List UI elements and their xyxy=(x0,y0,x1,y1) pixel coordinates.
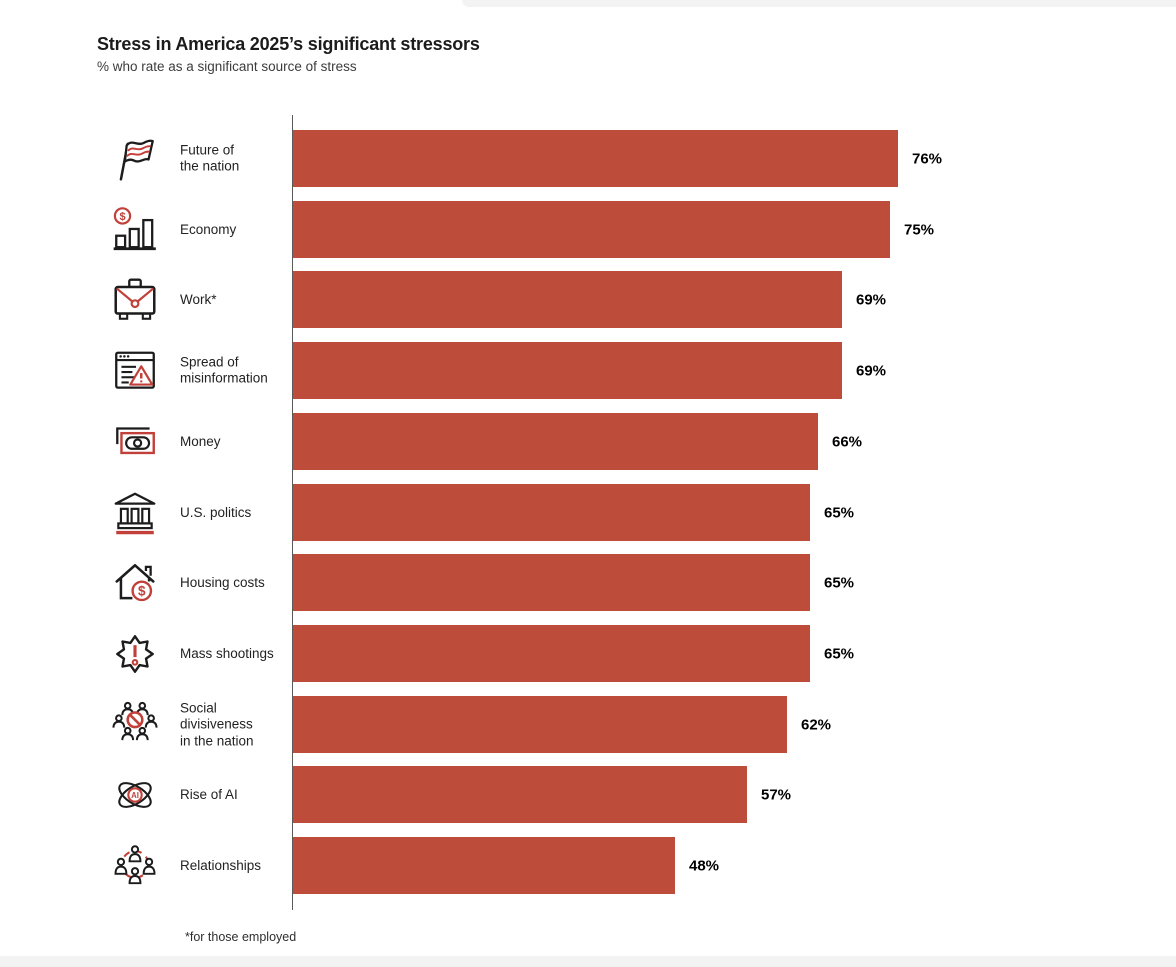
value-label: 62% xyxy=(801,716,832,733)
chart-row: Future of the nation 76% xyxy=(0,130,1176,187)
category-label: Mass shootings xyxy=(180,645,274,661)
category-icon-cell: $ xyxy=(109,557,161,609)
chart-row: Money 66% xyxy=(0,413,1176,470)
category-label: Rise of AI xyxy=(180,786,238,802)
category-label: Spread of misinformation xyxy=(180,354,268,386)
social-divisiveness-icon xyxy=(112,701,158,740)
value-label: 57% xyxy=(761,786,792,803)
category-icon-cell xyxy=(109,133,161,185)
government-icon xyxy=(114,492,156,534)
money-icon xyxy=(116,426,155,454)
category-label: Future of the nation xyxy=(180,142,240,174)
value-label: 66% xyxy=(832,433,863,450)
bar xyxy=(293,342,842,399)
bar xyxy=(293,696,787,753)
svg-text:$: $ xyxy=(119,210,125,222)
svg-text:$: $ xyxy=(138,583,146,598)
value-label: 69% xyxy=(856,362,887,379)
category-label: Work* xyxy=(180,291,217,307)
mass-shootings-icon xyxy=(116,634,154,673)
y-axis-line xyxy=(292,115,293,910)
bar-chart: Future of the nation 76% $ Economy 75% W… xyxy=(0,130,1176,895)
chart-row: Mass shootings 65% xyxy=(0,625,1176,682)
top-edge-artifact xyxy=(462,0,1176,7)
bar xyxy=(293,413,818,470)
chart-row: U.S. politics 65% xyxy=(0,484,1176,541)
value-label: 65% xyxy=(824,645,855,662)
relationships-icon xyxy=(114,844,156,884)
value-label: 76% xyxy=(912,150,943,167)
category-icon-cell: $ xyxy=(109,204,161,256)
misinformation-icon xyxy=(115,351,155,389)
bar xyxy=(293,130,898,187)
briefcase-icon xyxy=(114,278,156,320)
chart-row: $ Housing costs 65% xyxy=(0,554,1176,611)
chart-title: Stress in America 2025’s significant str… xyxy=(97,34,480,54)
value-label: 65% xyxy=(824,574,855,591)
chart-row: Work* 69% xyxy=(0,271,1176,328)
category-icon-cell xyxy=(109,699,161,751)
housing-icon: $ xyxy=(115,563,155,601)
flag-icon xyxy=(119,139,154,181)
category-icon-cell xyxy=(109,274,161,326)
chart-row: Relationships 48% xyxy=(0,837,1176,894)
chart-row: AI Rise of AI 57% xyxy=(0,766,1176,823)
value-label: 75% xyxy=(904,221,935,238)
chart-footnote: *for those employed xyxy=(185,930,297,944)
value-label: 48% xyxy=(689,857,720,874)
bar xyxy=(293,484,810,541)
bar xyxy=(293,554,810,611)
bottom-edge-artifact xyxy=(0,956,1176,967)
bar xyxy=(293,271,842,328)
economy-icon: $ xyxy=(113,206,156,250)
bar xyxy=(293,625,810,682)
svg-text:AI: AI xyxy=(131,791,139,800)
value-label: 65% xyxy=(824,504,855,521)
category-label: U.S. politics xyxy=(180,504,252,520)
value-label: 69% xyxy=(856,291,887,308)
chart-row: Spread of misinformation 69% xyxy=(0,342,1176,399)
chart-row: Social divisiveness in the nation 62% xyxy=(0,696,1176,753)
category-icon-cell xyxy=(109,840,161,892)
bar xyxy=(293,201,890,258)
category-label: Money xyxy=(180,433,221,449)
category-label: Housing costs xyxy=(180,574,265,590)
chart-subtitle: % who rate as a significant source of st… xyxy=(97,59,357,74)
bar xyxy=(293,837,675,894)
category-icon-cell xyxy=(109,345,161,397)
category-icon-cell xyxy=(109,628,161,680)
category-label: Relationships xyxy=(180,857,262,873)
category-label: Social divisiveness in the nation xyxy=(180,699,254,748)
category-icon-cell xyxy=(109,416,161,468)
category-label: Economy xyxy=(180,221,237,237)
chart-row: $ Economy 75% xyxy=(0,201,1176,258)
category-icon-cell: AI xyxy=(109,769,161,821)
ai-icon: AI xyxy=(118,781,152,808)
category-icon-cell xyxy=(109,487,161,539)
bar xyxy=(293,766,747,823)
